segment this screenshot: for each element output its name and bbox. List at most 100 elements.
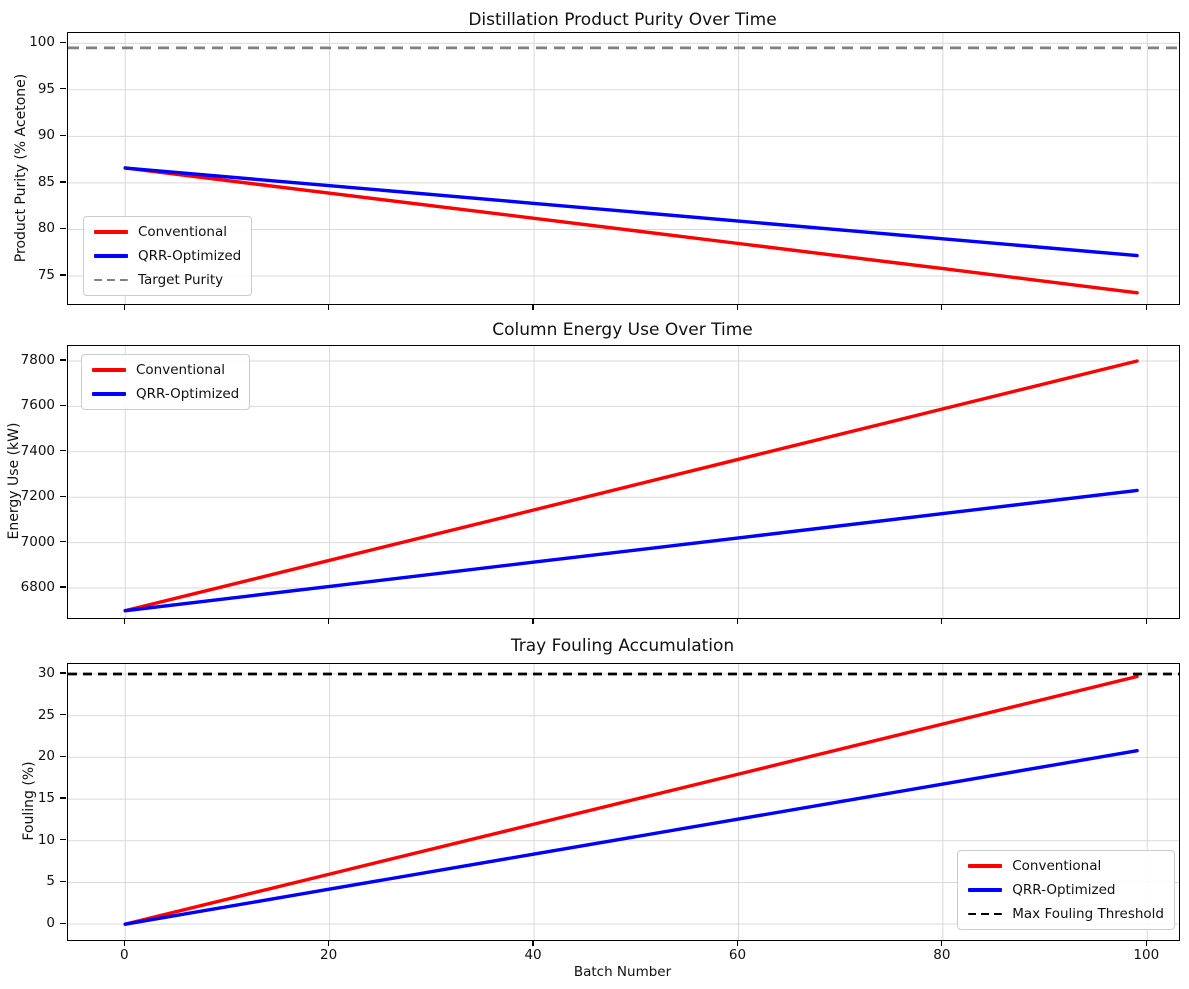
plot-canvas bbox=[68, 664, 1179, 940]
legend-item-conventional: Conventional bbox=[92, 362, 239, 378]
x-tick-mark bbox=[328, 940, 330, 946]
y-tick-label: 7600 bbox=[20, 397, 55, 414]
legend-label: Conventional bbox=[136, 362, 225, 378]
y-tick-mark bbox=[60, 797, 66, 799]
legend-item-qrr-optimized: QRR-Optimized bbox=[968, 882, 1164, 898]
energy-y-axis-label: Energy Use (kW) bbox=[6, 422, 22, 540]
x-tick-mark bbox=[532, 304, 534, 310]
y-tick-mark bbox=[60, 359, 66, 361]
x-tick-mark bbox=[123, 304, 125, 310]
y-tick-mark bbox=[60, 586, 66, 588]
x-tick-mark bbox=[941, 940, 943, 946]
subplot-fouling-title: Tray Fouling Accumulation bbox=[510, 636, 735, 656]
x-tick-label: 60 bbox=[728, 947, 747, 963]
y-tick-label: 100 bbox=[29, 34, 55, 51]
y-tick-label: 7000 bbox=[20, 533, 55, 550]
legend-swatch-max-fouling-threshold bbox=[968, 912, 1003, 916]
y-tick-mark bbox=[60, 755, 66, 757]
x-tick-mark bbox=[1145, 940, 1147, 946]
y-tick-label: 7800 bbox=[20, 351, 55, 368]
legend-label: Conventional bbox=[138, 224, 227, 240]
x-tick-mark bbox=[736, 304, 739, 310]
legend: Conventional QRR-Optimized Max Fouling Thr… bbox=[957, 850, 1175, 930]
y-tick-label: 90 bbox=[37, 127, 55, 144]
legend-label: Conventional bbox=[1012, 858, 1102, 874]
y-tick-label: 20 bbox=[37, 748, 55, 765]
y-tick-label: 5 bbox=[46, 873, 55, 890]
series-line-qrr-optimized bbox=[123, 166, 1139, 258]
y-tick-mark bbox=[60, 880, 66, 883]
y-tick-label: 15 bbox=[37, 790, 55, 807]
legend-swatch-qrr-optimized bbox=[968, 888, 1003, 892]
y-tick-mark bbox=[60, 450, 66, 452]
x-tick-label: 80 bbox=[933, 947, 951, 963]
y-tick-mark bbox=[60, 41, 66, 43]
legend-swatch-qrr-optimized bbox=[94, 254, 128, 258]
x-tick-mark bbox=[328, 304, 330, 310]
x-tick-mark bbox=[1145, 304, 1147, 310]
x-tick-mark bbox=[328, 618, 330, 624]
legend-swatch-qrr-optimized bbox=[92, 392, 126, 396]
x-tick-mark bbox=[123, 940, 125, 946]
y-tick-mark bbox=[60, 134, 66, 136]
y-tick-mark bbox=[60, 274, 66, 276]
x-tick-mark bbox=[941, 304, 943, 310]
legend-label: Max Fouling Threshold bbox=[1012, 906, 1164, 922]
y-tick-label: 80 bbox=[37, 220, 55, 237]
y-tick-label: 10 bbox=[37, 831, 55, 848]
plot-canvas bbox=[68, 346, 1179, 618]
y-tick-mark bbox=[60, 922, 66, 924]
y-tick-label: 6800 bbox=[20, 579, 55, 596]
x-tick-label: 100 bbox=[1133, 947, 1160, 963]
y-tick-mark bbox=[60, 495, 66, 497]
series-line-qrr-optimized bbox=[123, 748, 1139, 926]
x-tick-mark bbox=[1145, 618, 1147, 624]
legend-swatch-conventional bbox=[94, 230, 128, 234]
x-tick-mark bbox=[123, 618, 125, 624]
y-tick-label: 30 bbox=[37, 665, 55, 681]
y-tick-label: 25 bbox=[37, 706, 55, 723]
y-tick-mark bbox=[60, 88, 66, 90]
legend-label: Target Purity bbox=[138, 272, 224, 288]
y-tick-label: 95 bbox=[37, 80, 55, 97]
subplot-purity-title: Distillation Product Purity Over Time bbox=[468, 10, 777, 30]
y-tick-mark bbox=[60, 714, 66, 716]
legend: Conventional QRR-Optimized bbox=[81, 354, 251, 410]
x-tick-mark bbox=[532, 618, 534, 624]
energy-plot-area: Conventional QRR-Optimized bbox=[67, 345, 1180, 619]
x-tick-mark bbox=[532, 940, 534, 946]
series-line-conventional bbox=[123, 674, 1139, 926]
legend-item-qrr-optimized: QRR-Optimized bbox=[92, 386, 239, 402]
legend-label: QRR-Optimized bbox=[136, 386, 240, 402]
x-axis-label: Batch Number bbox=[573, 964, 672, 980]
legend-item-conventional: Conventional bbox=[968, 858, 1164, 874]
legend-swatch-target-purity bbox=[94, 278, 128, 282]
y-tick-mark bbox=[60, 181, 66, 183]
legend-item-max-fouling-threshold: Max Fouling Threshold bbox=[968, 906, 1164, 922]
legend-label: QRR-Optimized bbox=[138, 248, 242, 264]
y-tick-mark bbox=[60, 404, 66, 406]
legend-item-qrr-optimized: QRR-Optimized bbox=[94, 248, 241, 264]
x-tick-label: 20 bbox=[320, 947, 338, 963]
y-tick-label: 85 bbox=[37, 173, 55, 190]
legend: Conventional QRR-Optimized Target Purity bbox=[83, 216, 253, 296]
x-tick-mark bbox=[941, 618, 943, 624]
y-tick-mark bbox=[60, 839, 66, 841]
legend-item-target-purity: Target Purity bbox=[94, 272, 241, 288]
legend-swatch-conventional bbox=[968, 864, 1003, 868]
legend-item-conventional: Conventional bbox=[94, 224, 241, 240]
x-tick-label: 40 bbox=[524, 947, 542, 963]
fouling-plot-area: Conventional QRR-Optimized Max Fouling Thr… bbox=[67, 663, 1180, 941]
series-line-conventional bbox=[123, 166, 1139, 295]
y-tick-label: 7200 bbox=[20, 488, 55, 505]
y-tick-mark bbox=[60, 672, 66, 674]
y-tick-mark bbox=[60, 227, 66, 230]
y-tick-label: 75 bbox=[37, 267, 55, 284]
y-tick-label: 7400 bbox=[20, 442, 55, 459]
y-tick-label: 0 bbox=[46, 915, 55, 932]
legend-swatch-conventional bbox=[92, 368, 126, 372]
legend-label: QRR-Optimized bbox=[1012, 882, 1116, 898]
subplot-energy-title: Column Energy Use Over Time bbox=[492, 320, 753, 340]
x-tick-label: 0 bbox=[119, 947, 129, 963]
